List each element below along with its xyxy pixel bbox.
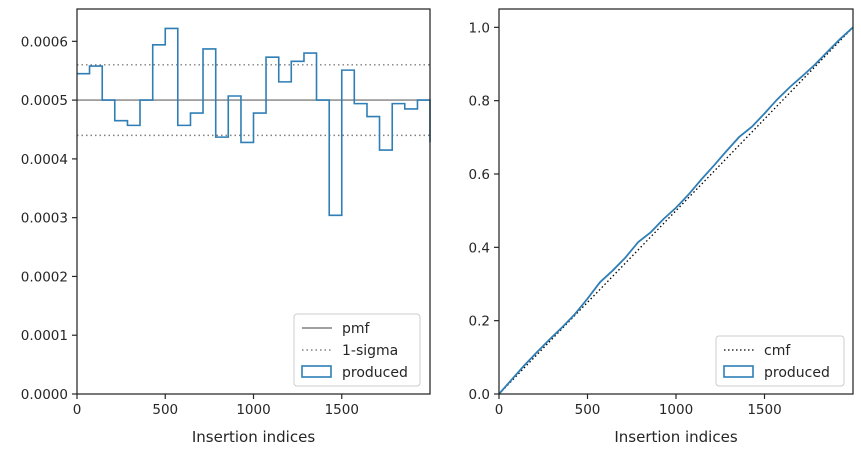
y-tick-label: 0.0002 (21, 269, 68, 285)
pmf-legend: pmf 1-sigma produced (293, 313, 421, 387)
x-tick-label: 1000 (236, 402, 270, 418)
y-tick-label: 0.0006 (21, 34, 68, 50)
produced-cumulative-line (498, 26, 854, 395)
x-tick-label: 1000 (659, 402, 693, 418)
produced-step-series (77, 27, 431, 217)
cmf-line (498, 26, 854, 395)
y-tick-label: 0.0000 (21, 387, 68, 403)
y-tick-label: 0.8 (469, 94, 490, 110)
y-tick-label: 0.6 (469, 167, 490, 183)
y-tick-label: 0.0004 (21, 152, 68, 168)
legend-box (293, 313, 421, 387)
legend-produced-swatch (301, 365, 332, 378)
cmf-plot-area (498, 26, 854, 395)
y-tick-label: 0.2 (469, 314, 490, 330)
cmf-legend: cmf produced (715, 335, 845, 387)
x-tick-label: 500 (575, 402, 601, 418)
y-tick-label: 0.0003 (21, 211, 68, 227)
y-tick-label: 0.4 (469, 240, 490, 256)
legend-sigma-label: 1-sigma (342, 343, 398, 359)
legend-cmf-label: cmf (764, 343, 791, 359)
cmf-axes-frame (498, 8, 854, 395)
pmf-axes-frame (76, 8, 431, 395)
pmf-plot-area (77, 27, 431, 217)
x-tick-label: 0 (495, 402, 504, 418)
pmf-x-axis: 0 500 1000 1500 (73, 394, 359, 418)
legend-produced-label: produced (764, 365, 830, 381)
legend-pmf-label: pmf (342, 321, 371, 337)
y-tick-label: 0.0005 (21, 93, 68, 109)
cmf-x-axis-label: Insertion indices (614, 428, 737, 446)
legend-box (715, 335, 845, 387)
pmf-y-axis: 0.0000 0.0001 0.0002 0.0003 0.0004 0.0005 0.00… (21, 34, 77, 403)
pmf-panel: 0 500 1000 1500 0.00000.00010.00020.00030.0… (21, 8, 431, 446)
y-tick-label: 0.0001 (21, 328, 68, 344)
cmf-y-axis: 0.0 0.2 0.4 0.6 0.8 1.0 (469, 20, 499, 403)
legend-produced-label: produced (342, 365, 408, 381)
y-tick-label: 0.0 (469, 387, 490, 403)
x-tick-label: 1500 (325, 402, 359, 418)
x-tick-label: 500 (152, 402, 178, 418)
cmf-x-axis: 0 500 1000 1500 (495, 394, 782, 418)
x-tick-label: 1500 (747, 402, 781, 418)
y-tick-label: 1.0 (469, 20, 490, 36)
cmf-panel: 0 500 1000 1500 0.0 0.2 0.4 0.6 0.8 1.0 Insertio… (469, 8, 854, 446)
pmf-x-axis-label: Insertion indices (192, 428, 315, 446)
x-tick-label: 0 (73, 402, 82, 418)
legend-produced-swatch (723, 365, 754, 378)
